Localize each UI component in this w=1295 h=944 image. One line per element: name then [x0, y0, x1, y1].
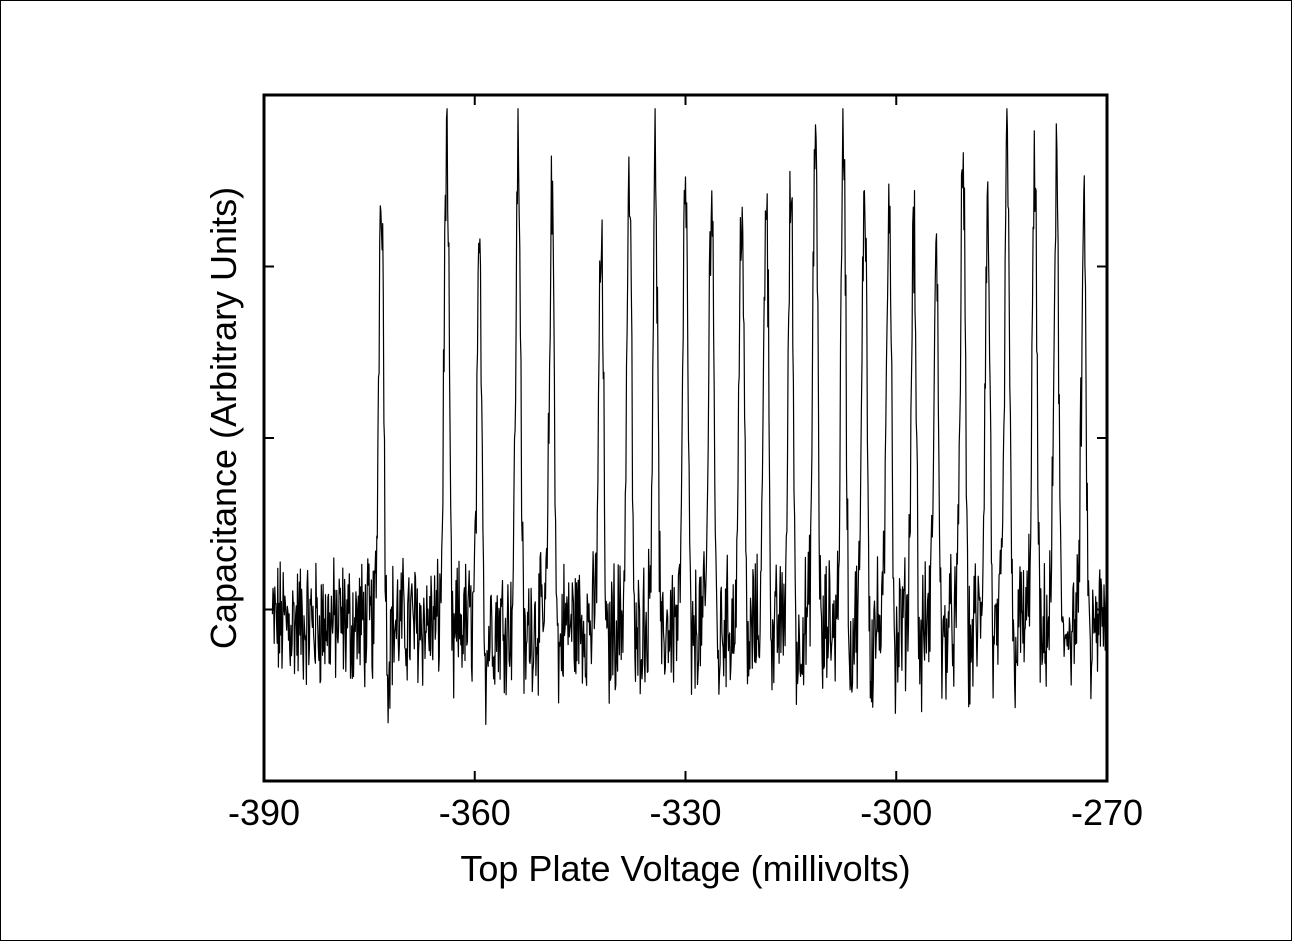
x-axis-label: Top Plate Voltage (millivolts)	[460, 848, 910, 889]
x-tick-label: -360	[439, 792, 511, 833]
x-tick-label: -300	[860, 792, 932, 833]
x-tick-labels: -390 -360 -330 -300 -270	[228, 792, 1143, 833]
x-tick-label: -330	[649, 792, 721, 833]
x-tick-label: -390	[228, 792, 300, 833]
plot-axes: -390 -360 -330 -300 -270	[228, 93, 1143, 833]
y-axis-label: Capacitance (Arbitrary Units)	[203, 187, 244, 649]
capacitance-trace	[271, 108, 1108, 725]
x-tick-label: -270	[1071, 792, 1143, 833]
x-ticks	[263, 95, 1108, 781]
y-ticks	[264, 265, 1107, 611]
